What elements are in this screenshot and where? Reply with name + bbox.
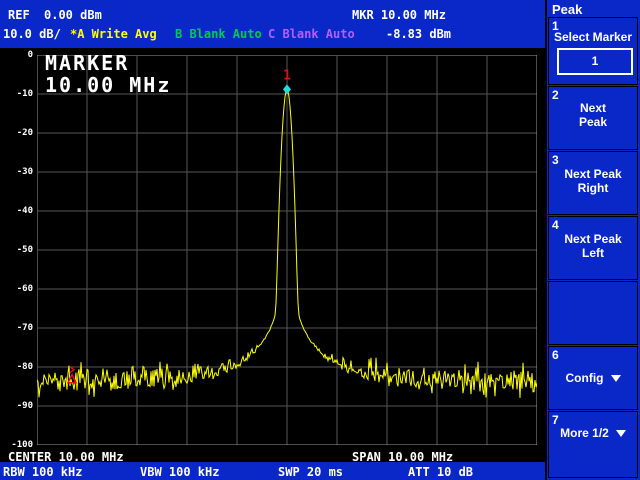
marker-annotation-freq: 10.00 MHz [45,73,172,97]
menu-title: Peak [552,2,583,17]
dropdown-arrow-icon [610,375,621,383]
y-axis-tick: -40 [16,206,33,216]
softkey-label: Right [577,181,609,195]
y-axis-tick: -20 [16,128,33,138]
softkey-panel: Peak 1 Select Marker 1 2 Next Peak 3 Nex… [545,0,640,480]
scale-per-div: 10.0 dB/ [3,27,61,41]
sweep-readout: SWP 20 ms [278,465,344,479]
settings-strip: RBW 100 kHz VBW 100 kHz SWP 20 ms ATT 10… [0,462,545,480]
y-axis-tick: -80 [16,362,33,372]
softkey-number: 4 [552,218,559,232]
softkey-label: Next Peak [564,232,622,246]
softkey-next-peak[interactable]: 2 Next Peak [548,86,638,150]
softkey-number: 2 [552,88,559,102]
spectrum-plot: 1 [37,55,537,445]
softkey-label: Left [582,246,604,260]
y-axis-tick: -70 [16,323,33,333]
y-axis-tick: 0 [27,50,33,60]
marker-1-number: 1 [283,68,291,83]
softkey-config[interactable]: 6 Config [548,346,638,410]
select-marker-value-button[interactable]: 1 [557,48,633,75]
softkey-blank [548,281,638,345]
y-axis-tick: -50 [16,245,33,255]
aux-marker-triangle [66,373,78,384]
dropdown-arrow-icon [615,430,626,438]
y-axis-tick: -90 [16,401,33,411]
softkey-label: More 1/2 [560,426,609,440]
trace-c-status: C Blank Auto [268,27,355,41]
ref-level-value: 0.00 dBm [44,8,102,22]
softkey-number: 7 [552,413,559,427]
y-axis-tick: -100 [11,440,33,450]
att-readout: ATT 10 dB [408,465,474,479]
softkey-label-row: Config [549,371,637,385]
softkey-number: 3 [552,153,559,167]
vbw-readout: VBW 100 kHz [140,465,220,479]
rbw-readout: RBW 100 kHz [3,465,83,479]
trace-b-status: B Blank Auto [175,27,262,41]
span-readout: SPAN 10.00 MHz [352,450,454,464]
marker-1-diamond [283,84,291,95]
softkey-label: Next [579,101,606,115]
softkey-label: Peak [578,115,608,129]
center-frequency: CENTER 10.00 MHz [8,450,124,464]
softkey-number: 1 [552,19,559,33]
marker-annotation-title: MARKER [45,51,130,75]
trace-a-status: *A Write Avg [70,27,157,41]
aux-marker-tick [69,366,76,374]
marker-ampl-readout: -8.83 dBm [386,27,452,41]
softkey-number: 6 [552,348,559,362]
plot-area: 0 -10 -20 -30 -40 -50 -60 -70 -80 -90 -100 1 MARKE… [0,48,545,464]
softkey-label-row: More 1/2 [549,426,637,440]
softkey-label: Config [565,371,604,385]
softkey-label: Next Peak [564,167,622,181]
y-axis-tick: -10 [16,89,33,99]
softkey-next-peak-right[interactable]: 3 Next Peak Right [548,151,638,215]
softkey-more[interactable]: 7 More 1/2 [548,411,638,478]
marker-freq-readout: MKR 10.00 MHz [352,8,446,22]
y-axis-tick: -60 [16,284,33,294]
softkey-next-peak-left[interactable]: 4 Next Peak Left [548,216,638,280]
softkey-select-marker[interactable]: 1 Select Marker 1 [548,17,638,85]
marker-annotation: MARKER 10.00 MHz [45,52,171,96]
softkey-label: Select Marker [553,30,633,44]
ref-level-label: REF [8,8,30,22]
y-axis-tick: -30 [16,167,33,177]
